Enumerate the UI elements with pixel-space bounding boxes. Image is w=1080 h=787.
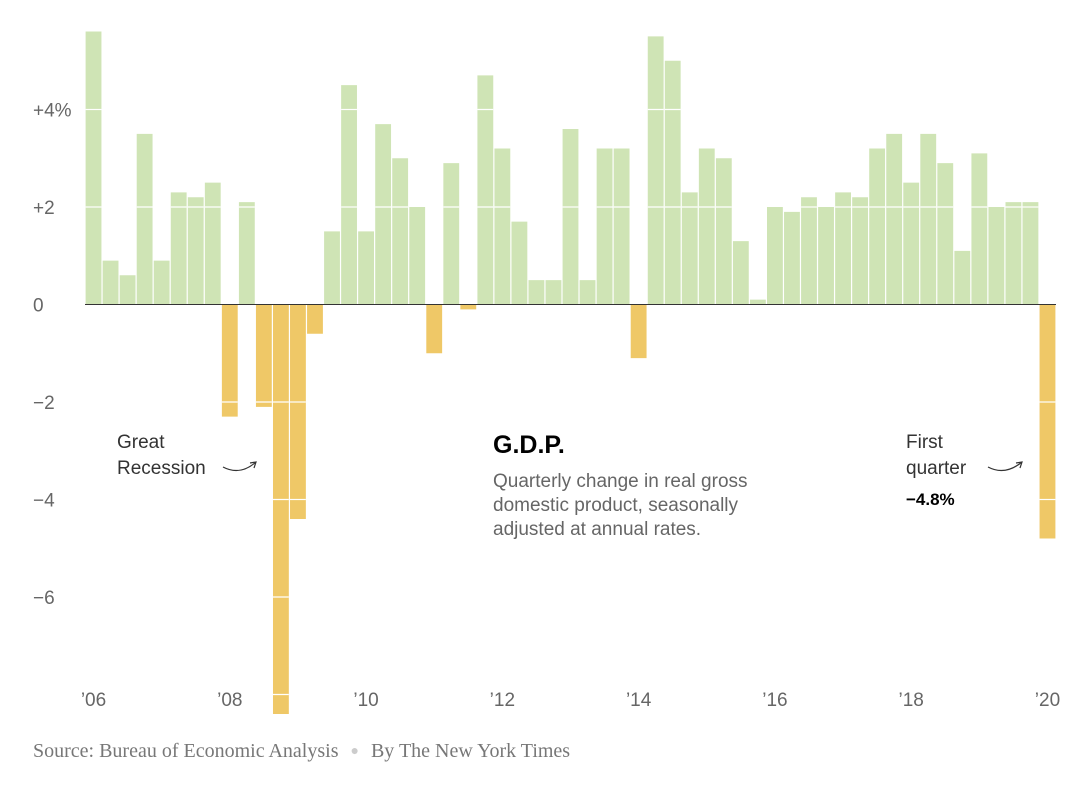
chart-subtitle-line-2: domestic product, seasonally <box>493 495 739 516</box>
first-quarter-arrow <box>987 461 1023 472</box>
y-tick-label: +2 <box>33 198 55 219</box>
gdp-bar <box>886 133 903 305</box>
separator-dot-icon: ● <box>350 744 359 759</box>
y-axis-ticks: +4% +2 0 −2 −4 −6 <box>33 101 72 610</box>
gdp-bar <box>477 75 494 305</box>
gdp-bar <box>988 207 1005 305</box>
y-tick-label: +4% <box>33 101 72 122</box>
x-tick-label: ’20 <box>1035 690 1060 711</box>
gdp-bar <box>102 260 119 305</box>
gdp-bar <box>460 304 477 310</box>
byline: By The New York Times <box>370 740 571 762</box>
first-quarter-annotation: First quarter −4.8% <box>906 432 1023 509</box>
gdp-bar <box>715 158 732 305</box>
gdp-bar <box>136 133 153 305</box>
x-tick-label: ’10 <box>353 690 378 711</box>
gdp-bar <box>170 192 187 305</box>
great-recession-arrowhead <box>249 461 257 469</box>
gdp-bar <box>630 304 647 359</box>
y-tick-label: −2 <box>33 393 55 414</box>
great-recession-line-2: Recession <box>117 458 206 479</box>
first-quarter-value: −4.8% <box>906 490 955 509</box>
gdp-bar <box>801 197 817 305</box>
gdp-bar <box>937 163 954 305</box>
chart-subtitle-line-1: Quarterly change in real gross <box>493 471 748 492</box>
gdp-bar <box>324 231 340 305</box>
gdp-bar <box>528 280 545 305</box>
gdp-bar <box>426 304 443 354</box>
gdp-bar <box>307 304 323 334</box>
great-recession-annotation: Great Recession <box>117 432 257 479</box>
gdp-bar <box>920 133 937 305</box>
gdp-bar <box>409 207 426 305</box>
gdp-bar <box>596 148 613 305</box>
x-axis-ticks: ’06 ’08 ’10 ’12 ’14 ’16 ’18 ’20 <box>81 690 1060 711</box>
chart-title: G.D.P. <box>493 431 565 459</box>
chart-subtitle-line-3: adjusted at annual rates. <box>493 519 701 540</box>
first-quarter-line-1: First <box>906 432 944 453</box>
gdp-bar <box>392 158 409 305</box>
x-tick-label: ’06 <box>81 690 106 711</box>
gdp-bar <box>732 241 749 305</box>
gdp-bar <box>579 280 596 305</box>
gdp-bar <box>153 260 170 305</box>
source-credit: Source: Bureau of Economic Analysis <box>33 740 339 762</box>
gdp-bar <box>835 192 851 305</box>
gdp-bar <box>562 129 579 305</box>
gdp-bar <box>358 231 374 305</box>
gdp-bar <box>613 148 630 305</box>
gdp-bar <box>767 207 783 305</box>
gdp-bar <box>204 182 221 305</box>
gdp-bar <box>545 280 562 305</box>
gdp-bar <box>1039 304 1056 539</box>
y-tick-label: −6 <box>33 588 55 609</box>
gdp-bar <box>698 148 715 305</box>
gdp-bar <box>443 163 460 305</box>
chart-footer: Source: Bureau of Economic Analysis ● By T… <box>33 740 570 763</box>
gdp-bar <box>681 192 698 305</box>
gdp-bar <box>255 304 272 407</box>
x-tick-label: ’18 <box>899 690 924 711</box>
gdp-bar <box>784 211 800 305</box>
gdp-bar <box>852 197 869 305</box>
x-tick-label: ’12 <box>490 690 515 711</box>
y-tick-label: 0 <box>33 296 44 317</box>
x-tick-label: ’14 <box>626 690 652 711</box>
gdp-bar <box>664 60 681 305</box>
gdp-bar <box>238 202 255 305</box>
gdp-bar <box>511 221 528 305</box>
gdp-bar <box>341 85 357 305</box>
gdp-bar <box>1022 202 1039 305</box>
gdp-bar <box>375 124 392 305</box>
x-tick-label: ’16 <box>762 690 787 711</box>
gdp-bar <box>903 182 920 305</box>
y-tick-label: −4 <box>33 491 55 512</box>
gdp-bar <box>272 304 289 714</box>
great-recession-line-1: Great <box>117 432 165 453</box>
gdp-bar <box>494 148 511 305</box>
gdp-bar <box>647 36 664 305</box>
first-quarter-arrowhead <box>1015 461 1023 469</box>
bars <box>85 31 1056 714</box>
gdp-bar <box>221 304 238 417</box>
gdp-bar <box>85 31 102 305</box>
gdp-bar <box>971 153 988 305</box>
gdp-bar <box>1005 202 1022 305</box>
gdp-bar <box>119 275 136 305</box>
gdp-bar <box>869 148 886 305</box>
gdp-bar <box>818 207 834 305</box>
great-recession-arrow <box>222 461 257 472</box>
gdp-bar <box>187 197 204 305</box>
first-quarter-line-2: quarter <box>906 458 967 479</box>
gdp-bar <box>954 250 971 305</box>
x-tick-label: ’08 <box>217 690 242 711</box>
gdp-bar <box>749 299 766 305</box>
gdp-bar <box>290 304 306 519</box>
